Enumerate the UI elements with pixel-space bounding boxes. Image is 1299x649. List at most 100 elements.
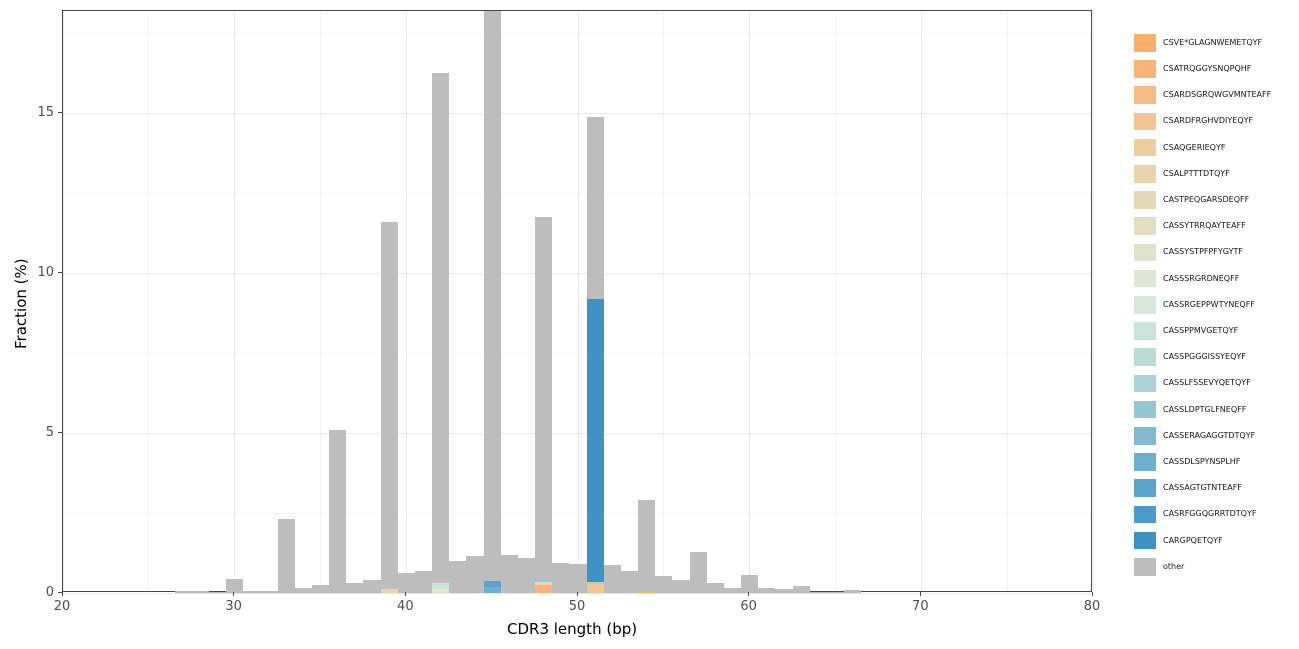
- bar-41-segment-other: [414, 571, 433, 593]
- legend-swatch: [1134, 269, 1156, 288]
- legend-swatch: [1134, 322, 1156, 340]
- legend-label: CSALPTTTDTQYF: [1163, 168, 1230, 178]
- legend-label: CASRFGGQGRRTDTQYF: [1163, 509, 1257, 519]
- legend-item: CSATRQGGYSNQPQHF: [1134, 60, 1251, 78]
- legend-label: CASSAGTGTNTEAFF: [1163, 483, 1242, 493]
- bar-64-segment-other: [809, 592, 827, 593]
- gridline-minor-vertical: [1006, 11, 1008, 591]
- bar-48-segment-csatrqggysnqpqhf: [535, 584, 553, 593]
- legend-label: CASSSRGRDNEQFF: [1163, 273, 1240, 283]
- bar-53-segment-other: [620, 570, 639, 593]
- legend-swatch: [1134, 112, 1156, 131]
- gridline-major-horizontal: [63, 272, 1091, 274]
- legend-label: CASSRGEPPWTYNEQFF: [1163, 299, 1255, 309]
- bar-44-segment-other: [466, 556, 484, 593]
- gridline-minor-horizontal: [63, 512, 1091, 514]
- gridline-major-vertical: [234, 11, 236, 591]
- plot-panel: [62, 10, 1094, 594]
- legend-swatch: [1134, 217, 1156, 235]
- legend-label: CASSDLSPYNSPLHF: [1163, 456, 1241, 466]
- bar-45-segment-other: [483, 11, 501, 582]
- legend-swatch: [1134, 505, 1156, 524]
- bar-57-segment-other: [689, 552, 707, 593]
- legend-item: CASSYTRRQAYTEAFF: [1134, 217, 1246, 235]
- x-tick-mark: [404, 592, 406, 596]
- bar-54-segment-other: [638, 500, 656, 592]
- x-tick-label: 40: [397, 599, 414, 614]
- bar-27-segment-other: [174, 590, 192, 593]
- bar-37-segment-other: [346, 583, 364, 593]
- legend-item: CASTPEQGARSDEQFF: [1134, 191, 1249, 209]
- gridline-major-horizontal: [63, 112, 1091, 114]
- x-tick-mark: [748, 592, 750, 596]
- legend-item: CASSDLSPYNSPLHF: [1134, 453, 1240, 471]
- legend-item: CASSYSTPFPFYGYTF: [1134, 243, 1243, 262]
- y-tick-label: 15: [37, 105, 54, 121]
- gridline-major-vertical: [405, 11, 407, 591]
- gridline-minor-horizontal: [63, 32, 1091, 34]
- bar-48-segment-other: [535, 217, 553, 580]
- bar-42-segment-casssrgrdneqff: [432, 588, 450, 593]
- legend-label: CSATRQGGYSNQPQHF: [1163, 63, 1252, 73]
- x-axis-title: CDR3 length (bp): [507, 620, 638, 638]
- bar-51-segment-casslfssevyqetqyf: [586, 581, 604, 585]
- legend-label: CASSLFSSEVYQETQYF: [1163, 378, 1251, 388]
- bar-45-segment-cassagtgtnteaff: [483, 581, 501, 587]
- legend-swatch: [1134, 531, 1156, 550]
- y-tick-mark: [58, 111, 62, 113]
- legend-item: CARGPQETQYF: [1134, 531, 1223, 550]
- legend-label: CARGPQETQYF: [1163, 535, 1223, 545]
- legend-item: CASSRGEPPWTYNEQFF: [1134, 296, 1255, 314]
- bar-39-segment-csalptttdtqyf: [380, 588, 398, 593]
- bar-36-segment-other: [329, 429, 347, 593]
- x-tick-label: 60: [740, 599, 757, 614]
- bar-61-segment-other: [758, 587, 776, 593]
- x-tick-mark: [576, 592, 578, 596]
- bar-48-segment-castpeqgarsdeqff: [535, 581, 553, 585]
- legend-label: CSAQGERIEQYF: [1163, 142, 1226, 152]
- bar-43-segment-other: [449, 561, 467, 593]
- bar-42-segment-other: [432, 73, 450, 584]
- bar-52-segment-other: [603, 565, 621, 593]
- legend-label: CASSERAGAGGTDTQYF: [1163, 430, 1256, 440]
- bar-58-segment-other: [706, 583, 724, 593]
- legend-label: CSARDSGRQWGVMNTEAFF: [1163, 90, 1272, 100]
- bar-33-segment-other: [277, 519, 295, 593]
- gridline-major-vertical: [1092, 11, 1094, 591]
- gridline-major-vertical: [920, 11, 922, 591]
- legend-item: CASRFGGQGRRTDTQYF: [1134, 505, 1257, 524]
- legend-swatch: [1134, 165, 1156, 183]
- x-tick-mark: [1091, 592, 1093, 596]
- bar-49-segment-other: [552, 562, 570, 593]
- y-tick-mark: [58, 271, 62, 273]
- y-tick-label: 0: [45, 585, 54, 600]
- legend-label: CASSLDPTGLFNEQFF: [1163, 404, 1247, 414]
- bar-55-segment-other: [655, 576, 673, 593]
- legend-swatch: [1134, 348, 1156, 366]
- gridline-minor-vertical: [663, 11, 665, 591]
- legend-label: CSVE*GLAGNWEMETQYF: [1163, 37, 1263, 47]
- legend-label: CSARDFRGHVDIYEQYF: [1163, 116, 1254, 126]
- bar-31-segment-other: [243, 590, 261, 593]
- bar-51-segment-cargpqetqyf: [586, 298, 604, 582]
- bar-50-segment-other: [569, 564, 587, 593]
- legend-swatch: [1134, 427, 1156, 445]
- legend-item: CSARDSGRQWGVMNTEAFF: [1134, 86, 1271, 104]
- legend-item: CASSPPMVGETQYF: [1134, 322, 1238, 340]
- x-tick-mark: [61, 592, 63, 596]
- legend-swatch: [1134, 243, 1156, 262]
- bar-42-segment-cassppmvgetqyf: [432, 583, 450, 589]
- legend-swatch: [1134, 296, 1156, 314]
- y-tick-mark: [58, 591, 62, 593]
- bar-62-segment-other: [775, 589, 793, 593]
- legend-label: CASSPPMVGETQYF: [1163, 325, 1239, 335]
- legend-swatch: [1134, 86, 1156, 104]
- bar-59-segment-other: [723, 587, 742, 593]
- legend-label: CASTPEQGARSDEQFF: [1163, 194, 1250, 204]
- bar-65-segment-other: [826, 592, 845, 593]
- legend-item: CASSLDPTGLFNEQFF: [1134, 400, 1247, 419]
- legend-item: CSARDFRGHVDIYEQYF: [1134, 112, 1254, 131]
- bar-45-segment-cassdlspynsplhf: [483, 586, 501, 593]
- legend-item: CSALPTTTDTQYF: [1134, 165, 1230, 183]
